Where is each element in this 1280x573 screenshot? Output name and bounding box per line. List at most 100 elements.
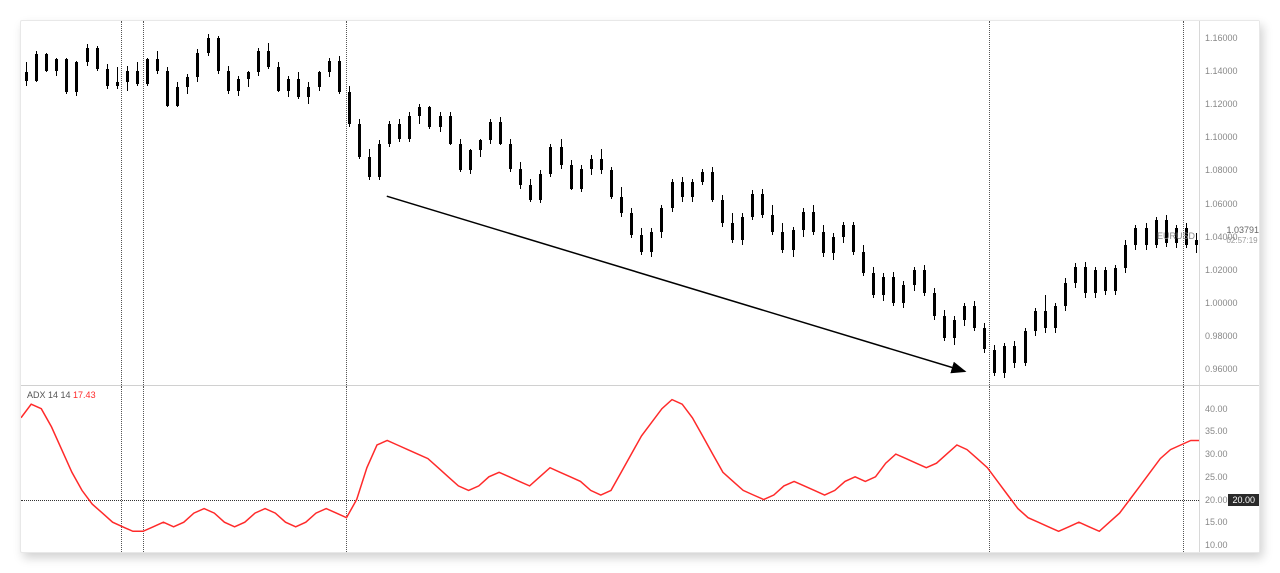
candle-body (721, 200, 724, 223)
candle-wick (540, 170, 541, 203)
candle-wick (651, 228, 652, 256)
candle-body (267, 51, 270, 68)
candle-body (318, 72, 321, 87)
candle-wick (500, 117, 501, 145)
candle-body (227, 71, 230, 91)
candle-wick (782, 223, 783, 253)
candle-wick (97, 46, 98, 71)
candle-wick (258, 48, 259, 76)
trend-arrow (21, 21, 1201, 386)
candle-wick (26, 62, 27, 85)
candle-body (1084, 267, 1087, 294)
adx-panel[interactable]: ADX 14 14 17.43 40.0035.0030.0025.0020.0… (21, 386, 1259, 552)
candle-wick (1045, 295, 1046, 333)
candle-wick (1055, 303, 1056, 333)
candle-wick (823, 225, 824, 257)
candle-wick (1146, 223, 1147, 250)
candle-body (590, 159, 593, 169)
candle-body (176, 87, 179, 105)
candle-body (832, 237, 835, 254)
candle-wick (238, 76, 239, 96)
candle-wick (1035, 308, 1036, 336)
candle-body (872, 273, 875, 295)
candle-body (610, 170, 613, 197)
candle-body (55, 59, 58, 71)
candle-wick (611, 167, 612, 199)
candle-wick (793, 227, 794, 257)
candle-wick (268, 43, 269, 70)
adx-ytick: 10.00 (1205, 540, 1228, 550)
candle-body (166, 71, 169, 106)
candle-wick (1105, 267, 1106, 295)
candle-wick (76, 61, 77, 96)
candle-body (297, 79, 300, 97)
candle-body (1044, 311, 1047, 328)
candle-body (408, 116, 411, 139)
candle-body (1064, 283, 1067, 306)
candle-wick (641, 228, 642, 255)
candle-body (902, 285, 905, 303)
candle-body (287, 79, 290, 91)
price-ytick: 0.98000 (1205, 331, 1238, 341)
candle-body (660, 208, 663, 231)
candle-body (509, 144, 512, 169)
candle-wick (1025, 328, 1026, 366)
candle-body (1074, 267, 1077, 284)
candle-body (348, 92, 351, 124)
candle-body (398, 124, 401, 139)
candle-body (539, 174, 542, 201)
symbol-label: EURUSD (1157, 231, 1195, 241)
candle-body (75, 62, 78, 92)
candle-body (257, 51, 260, 73)
candle-wick (429, 106, 430, 129)
candle-wick (924, 265, 925, 297)
candle-wick (732, 213, 733, 243)
candle-body (792, 230, 795, 250)
candle-body (630, 213, 633, 235)
candle-body (439, 116, 442, 128)
candle-wick (288, 76, 289, 98)
adx-ytick: 20.00 (1205, 495, 1228, 505)
candle-wick (702, 169, 703, 186)
candle-body (35, 54, 38, 81)
candle-body (1034, 311, 1037, 331)
candle-wick (278, 62, 279, 92)
price-ytick: 1.16000 (1205, 33, 1238, 43)
candle-body (1024, 331, 1027, 363)
candle-wick (379, 140, 380, 180)
candle-wick (883, 273, 884, 301)
candle-body (96, 48, 99, 70)
candle-body (1145, 228, 1148, 245)
candle-wick (561, 139, 562, 169)
price-plot-area[interactable] (21, 21, 1199, 385)
price-ytick: 1.04000 (1205, 232, 1238, 242)
candle-body (731, 223, 734, 240)
candle-wick (903, 281, 904, 308)
candle-wick (450, 112, 451, 145)
candle-wick (1004, 343, 1005, 378)
candle-wick (460, 139, 461, 172)
candle-body (378, 144, 381, 177)
candle-body (247, 72, 250, 79)
candle-body (993, 350, 996, 373)
candle-wick (157, 51, 158, 74)
candle-body (580, 169, 583, 189)
candle-body (822, 232, 825, 254)
candle-wick (218, 36, 219, 74)
candle-body (882, 277, 885, 295)
candle-wick (510, 139, 511, 172)
adx-line (21, 386, 1201, 554)
candle-body (45, 54, 48, 71)
price-ytick: 1.08000 (1205, 165, 1238, 175)
candle-wick (833, 233, 834, 260)
adx-plot-area[interactable]: ADX 14 14 17.43 (21, 386, 1199, 552)
candle-wick (813, 205, 814, 235)
price-panel[interactable]: EURUSD 1.03791 02:57:19 1.160001.140001.… (21, 21, 1259, 386)
candle-wick (87, 44, 88, 66)
vgrid-line (989, 21, 990, 385)
candle-wick (339, 56, 340, 94)
candle-wick (1085, 262, 1086, 299)
price-ytick: 1.02000 (1205, 265, 1238, 275)
candle-body (862, 252, 865, 274)
candle-body (307, 87, 310, 97)
